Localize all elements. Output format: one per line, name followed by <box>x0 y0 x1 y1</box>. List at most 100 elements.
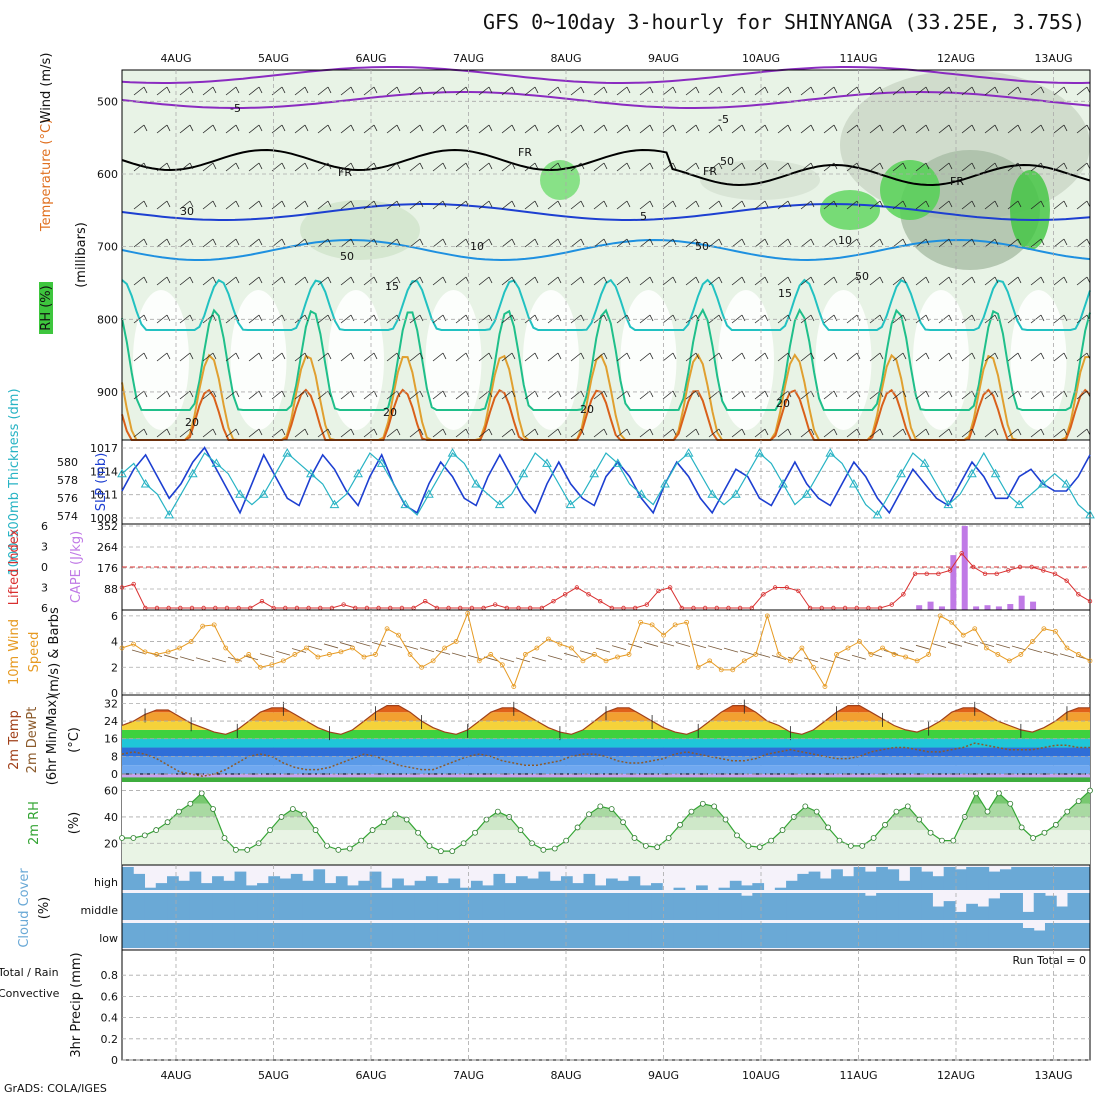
wind-barb <box>225 238 237 248</box>
date-label-top: 8AUG <box>550 52 581 65</box>
wind-barb <box>879 428 884 436</box>
wind-barb <box>948 200 953 208</box>
wind-barb <box>488 238 493 246</box>
wind-speed-marker <box>661 632 667 638</box>
wind-barb <box>580 200 585 208</box>
wind-barb <box>189 238 194 246</box>
wind-barb <box>442 276 447 284</box>
wind-speed-marker <box>142 649 148 655</box>
wind-barb <box>833 390 838 398</box>
wind10m-barb <box>771 655 787 660</box>
rh2m-tick-label: 60 <box>104 785 118 798</box>
wind-barb <box>800 162 812 172</box>
wind-barb <box>639 200 651 210</box>
wind-barb <box>363 428 375 438</box>
wind-barb <box>984 200 996 210</box>
wind-barb <box>363 162 375 172</box>
wind-speed-marker <box>511 684 517 689</box>
wind-barb <box>938 124 950 134</box>
wind-barb <box>718 238 723 246</box>
cloud-bar-middle <box>414 893 427 920</box>
wind-barb <box>570 162 582 172</box>
wind-barb <box>823 200 835 210</box>
wind-barb <box>189 200 194 208</box>
wind-barb <box>731 352 743 362</box>
wind-barb <box>777 390 789 400</box>
cloud-bar-low <box>189 923 202 948</box>
wind-speed-marker <box>534 645 540 651</box>
wind-barb <box>304 238 309 246</box>
wind-barb <box>511 124 516 132</box>
cloud-bar-high <box>909 867 922 890</box>
wind-barb <box>994 352 999 360</box>
rh2m-marker <box>882 821 888 828</box>
wind-barb <box>419 124 424 132</box>
wind-barb <box>961 124 973 134</box>
wind-barb <box>695 276 700 284</box>
rh-dry-region <box>230 290 287 430</box>
temp-tick-label: 24 <box>104 715 118 728</box>
cloud-bar-low <box>290 923 303 948</box>
wind-barb <box>1076 124 1088 134</box>
li-axis-label: Lifted Index <box>7 528 22 605</box>
wind-barb <box>396 352 401 360</box>
slp-tick-label: 1008 <box>90 512 118 525</box>
wind-speed-marker <box>983 645 989 651</box>
wind-barb <box>511 390 516 398</box>
thickness-marker <box>235 489 245 498</box>
wind-barb <box>672 276 677 284</box>
wind10m-barb <box>819 657 835 663</box>
wind-barb <box>1063 124 1068 132</box>
cloud-bar-high <box>808 871 821 890</box>
lifted-index-marker <box>936 571 941 577</box>
wind-barb <box>524 124 536 134</box>
wind-barb <box>488 86 493 94</box>
wind-barb <box>235 428 240 436</box>
wind-barb <box>672 86 677 94</box>
wind-barb <box>465 314 470 322</box>
wind-barb <box>488 200 493 208</box>
cloud-bar-low <box>538 923 551 948</box>
wind-barb <box>524 86 536 96</box>
wind-speed-marker <box>165 649 171 655</box>
wind-barb <box>363 238 375 248</box>
wind-barb <box>672 238 677 246</box>
wind-barb <box>156 428 168 438</box>
wind-barb <box>984 276 996 286</box>
cloud-bar-low <box>988 923 1001 948</box>
wind-barb <box>524 200 536 210</box>
wind-barb <box>396 238 401 246</box>
cloud-bar-middle <box>639 893 652 920</box>
wind-barb <box>409 238 421 248</box>
wind-barb <box>961 86 973 96</box>
wind-barb <box>281 86 286 94</box>
wind-barb <box>524 238 536 248</box>
wind-barb <box>281 276 286 284</box>
wind-barb <box>961 352 973 362</box>
wind10m-barb <box>787 656 803 662</box>
rh2m-tick-label: 40 <box>104 811 118 824</box>
wind-barb <box>718 86 723 94</box>
wind-barb <box>570 428 582 438</box>
wind-barb <box>994 86 999 94</box>
wind-barb <box>248 124 260 134</box>
wind-speed-marker <box>476 658 482 664</box>
wind-barb <box>166 428 171 436</box>
wind10m-barb <box>355 641 371 647</box>
wind-barb <box>1017 276 1022 284</box>
wind-barb <box>373 314 378 322</box>
rh2m-marker <box>381 819 387 826</box>
precip-tick-label: 0.2 <box>101 1033 119 1046</box>
wind-barb <box>800 238 812 248</box>
wind-barb <box>409 162 421 172</box>
wind-barb <box>212 352 217 360</box>
wind-barb <box>593 162 605 172</box>
wind-barb <box>754 124 766 134</box>
wind-barb <box>442 428 447 436</box>
wind-barb <box>1063 390 1068 398</box>
wind-barb <box>846 200 858 210</box>
cloud-bar-middle <box>1067 893 1080 920</box>
wind-barb <box>340 86 352 96</box>
wind-barb <box>179 124 191 134</box>
